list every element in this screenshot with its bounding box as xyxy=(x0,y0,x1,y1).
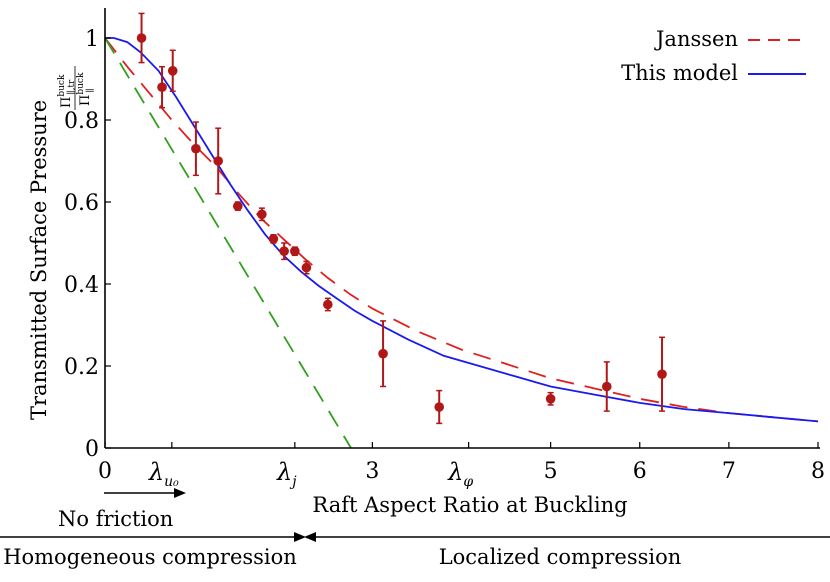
y-frac-numerator: Π xyxy=(59,97,74,108)
series-line-linear xyxy=(104,37,352,449)
x-axis-label: Raft Aspect Ratio at Buckling xyxy=(312,493,627,517)
legend-label-janssen: Janssen xyxy=(654,27,738,51)
y-axis-label-group: Transmitted Surface Pressure xyxy=(27,100,51,420)
localized-arrowhead xyxy=(304,532,316,542)
homogeneous-label: Homogeneous compression xyxy=(3,545,297,569)
y-frac-denominator-sup: buck xyxy=(76,72,86,95)
data-point xyxy=(434,402,445,412)
data-point xyxy=(301,262,312,273)
x-tick-label: 6 xyxy=(633,459,647,484)
data-point xyxy=(279,246,289,256)
x-tick-label: 3 xyxy=(365,459,379,484)
data-point xyxy=(136,33,147,43)
legend: Janssen This model xyxy=(621,27,806,85)
homogeneous-arrowhead xyxy=(294,532,306,542)
data-point xyxy=(268,234,279,244)
lambda-tick-label: λj xyxy=(276,458,297,490)
y-tick-label: 0.2 xyxy=(64,355,99,380)
data-point xyxy=(378,348,388,359)
data-point xyxy=(257,209,267,220)
y-frac-denominator: Π xyxy=(78,95,93,106)
lambda-tick-label: λu₀ xyxy=(148,458,179,490)
data-point xyxy=(191,143,201,154)
series-line-this-model xyxy=(105,37,819,423)
y-frac-numerator-sup: buck xyxy=(57,74,67,97)
y-tick-label: 0.8 xyxy=(64,109,99,134)
svg-text:Πbuck∥: Πbuck∥ xyxy=(76,72,96,106)
y-axis-fraction: Πbuck∥,tr Πbuck∥ xyxy=(57,66,96,110)
data-point xyxy=(323,299,333,310)
legend-label-this-model: This model xyxy=(621,61,738,85)
data-point xyxy=(213,156,223,166)
svg-text:Πbuck∥,tr: Πbuck∥,tr xyxy=(57,74,77,108)
y-tick-label: 1 xyxy=(85,27,99,52)
y-frac-denominator-sub: ∥ xyxy=(85,88,96,92)
axes: 0 0.2 0.4 0.6 0.8 1 0 3 5 6 7 8 λu₀ λj λφ xyxy=(64,8,825,490)
y-frac-numerator-sub: ∥,tr xyxy=(66,79,77,95)
data-point xyxy=(657,369,667,380)
x-tick-label: 0 xyxy=(98,459,112,484)
y-tick-label: 0.4 xyxy=(64,273,99,298)
data-point xyxy=(545,394,556,404)
x-tick-label: 5 xyxy=(544,459,558,484)
lambda-tick-label: λφ xyxy=(447,458,473,490)
no-friction-arrowhead xyxy=(174,488,186,498)
y-axis-label: Transmitted Surface Pressure xyxy=(27,100,51,420)
y-tick-label: 0 xyxy=(85,437,99,462)
plot-area xyxy=(104,12,819,449)
data-point xyxy=(290,246,300,256)
series-line-janssen xyxy=(104,37,819,423)
data-point xyxy=(232,201,243,211)
data-point xyxy=(157,82,167,92)
no-friction-label: No friction xyxy=(58,507,173,531)
annotations: No friction Homogeneous compression Loca… xyxy=(0,488,830,569)
x-tick-label: 8 xyxy=(811,459,825,484)
data-point xyxy=(167,66,178,76)
x-tick-label: 7 xyxy=(722,459,736,484)
data-point xyxy=(601,381,612,392)
localized-label: Localized compression xyxy=(439,545,682,569)
y-tick-label: 0.6 xyxy=(64,191,99,216)
